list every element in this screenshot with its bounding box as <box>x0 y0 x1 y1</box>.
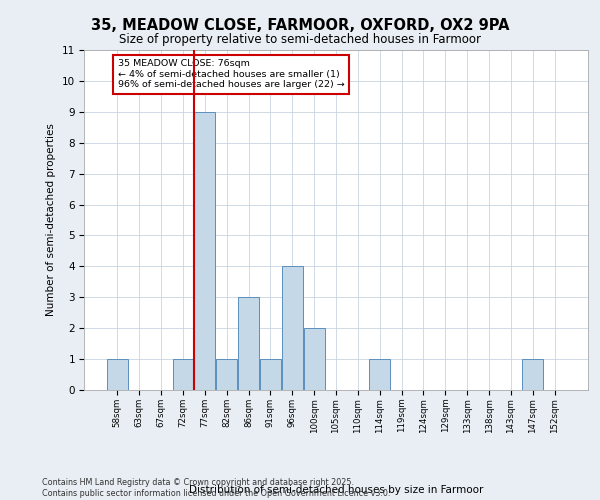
Bar <box>173 359 193 390</box>
Bar <box>260 359 281 390</box>
Bar <box>370 359 390 390</box>
Bar <box>107 359 128 390</box>
Bar <box>304 328 325 390</box>
Text: Contains HM Land Registry data © Crown copyright and database right 2025.
Contai: Contains HM Land Registry data © Crown c… <box>42 478 391 498</box>
Bar <box>216 359 237 390</box>
Text: Size of property relative to semi-detached houses in Farmoor: Size of property relative to semi-detach… <box>119 32 481 46</box>
Bar <box>523 359 543 390</box>
Text: 35, MEADOW CLOSE, FARMOOR, OXFORD, OX2 9PA: 35, MEADOW CLOSE, FARMOOR, OXFORD, OX2 9… <box>91 18 509 32</box>
Y-axis label: Number of semi-detached properties: Number of semi-detached properties <box>46 124 56 316</box>
X-axis label: Distribution of semi-detached houses by size in Farmoor: Distribution of semi-detached houses by … <box>189 486 483 496</box>
Bar <box>238 298 259 390</box>
Bar <box>194 112 215 390</box>
Text: 35 MEADOW CLOSE: 76sqm
← 4% of semi-detached houses are smaller (1)
96% of semi-: 35 MEADOW CLOSE: 76sqm ← 4% of semi-deta… <box>118 60 344 89</box>
Bar <box>282 266 302 390</box>
